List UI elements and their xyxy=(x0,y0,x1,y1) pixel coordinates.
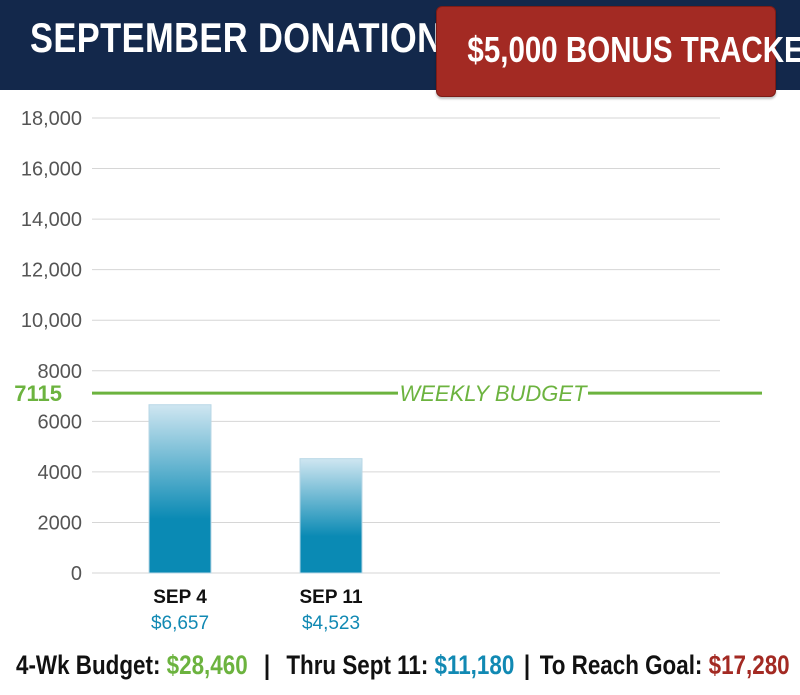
y-tick-label: 2000 xyxy=(38,512,83,534)
goal-value: $17,280 xyxy=(708,650,790,680)
y-tick-label: 12,000 xyxy=(21,260,82,282)
y-tick-label: 18,000 xyxy=(21,108,82,130)
budget-value-label: 7115 xyxy=(14,381,62,406)
y-tick-label: 4000 xyxy=(38,462,83,484)
donations-bar-chart: 0 2000 4000 6000 8000 10,000 12,000 14,000 16,00… xyxy=(14,108,762,634)
bar-value-label: $4,523 xyxy=(302,613,360,634)
y-tick-label: 14,000 xyxy=(21,209,82,231)
thru-value: $11,180 xyxy=(434,650,515,680)
bonus-tracker-badge: $5,000 BONUS TRACKER xyxy=(436,6,800,97)
y-tick-label: 16,000 xyxy=(21,159,82,181)
budget-label: 4-Wk Budget: xyxy=(16,650,161,680)
summary-footer: 4-Wk Budget: $28,460 | Thru Sept 11: $11… xyxy=(0,650,800,690)
separator: | xyxy=(263,650,271,680)
bar xyxy=(299,458,363,574)
y-tick-label: 0 xyxy=(71,563,82,585)
x-tick-label: SEP 11 xyxy=(299,587,362,608)
y-tick-label: 8000 xyxy=(38,361,83,383)
x-tick-label: SEP 4 xyxy=(153,587,207,608)
bonus-tracker-label: $5,000 BONUS TRACKER xyxy=(467,29,800,70)
thru-label: Thru Sept 11: xyxy=(286,650,429,680)
goal-label: To Reach Goal: xyxy=(539,650,703,680)
page-title: SEPTEMBER DONATIONS xyxy=(30,14,466,61)
bar-value-label: $6,657 xyxy=(151,613,209,634)
y-tick-label: 6000 xyxy=(38,411,83,433)
budget-line-label: WEEKLY BUDGET xyxy=(399,381,588,406)
separator: | xyxy=(523,650,531,680)
y-tick-label: 10,000 xyxy=(21,310,82,332)
budget-value: $28,460 xyxy=(166,650,248,680)
bar xyxy=(148,404,212,574)
